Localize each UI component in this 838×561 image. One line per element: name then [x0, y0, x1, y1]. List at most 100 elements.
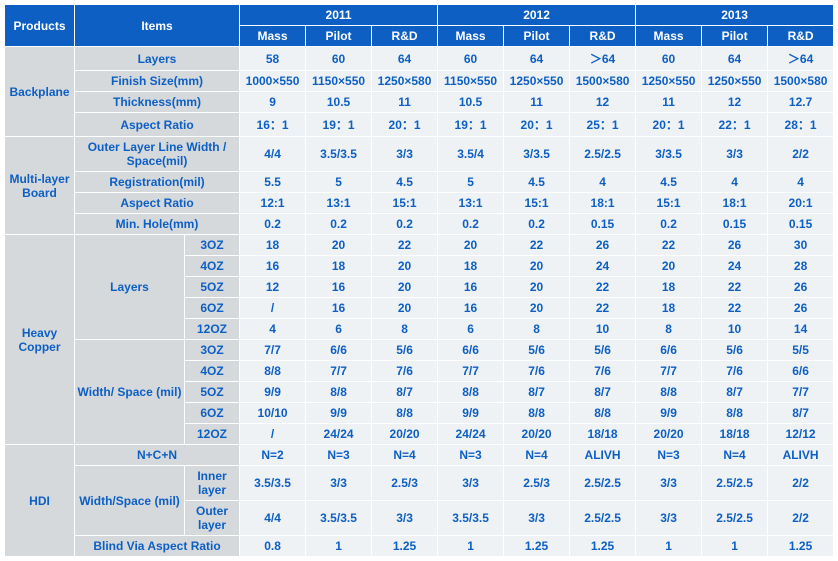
data-cell: 16 [438, 298, 504, 319]
data-cell: 8/7 [372, 382, 438, 403]
data-cell: 19：1 [438, 113, 504, 137]
header-subcol: Pilot [702, 26, 768, 47]
data-cell: 1.25 [768, 536, 834, 557]
data-cell: 5/6 [372, 340, 438, 361]
data-cell: 2.5/2.5 [570, 466, 636, 501]
table-row: Aspect Ratio16：119：120：119：120：125：120：1… [5, 113, 834, 137]
data-cell: 13:1 [438, 193, 504, 214]
data-cell: 60 [306, 47, 372, 71]
data-cell: 2/2 [768, 137, 834, 172]
data-cell: 2/2 [768, 466, 834, 501]
data-cell: 58 [240, 47, 306, 71]
data-cell: 0.8 [240, 536, 306, 557]
data-cell: 12 [702, 92, 768, 113]
data-cell: 4.5 [372, 172, 438, 193]
data-cell: 24 [702, 256, 768, 277]
data-cell: 3/3 [702, 137, 768, 172]
data-cell: 4 [240, 319, 306, 340]
data-cell: 20 [372, 298, 438, 319]
data-cell: 18 [636, 298, 702, 319]
item-label: Layers [75, 47, 240, 71]
spec-table: Products Items 2011 2012 2013 MassPilotR… [4, 4, 834, 557]
data-cell: 2.5/2.5 [702, 501, 768, 536]
data-cell: 7/6 [504, 361, 570, 382]
data-cell: N=4 [504, 445, 570, 466]
data-cell: 8/7 [504, 382, 570, 403]
item-label: Registration(mil) [75, 172, 240, 193]
data-cell: 0.15 [768, 214, 834, 235]
header-subcol: Mass [438, 26, 504, 47]
data-cell: 22 [504, 235, 570, 256]
data-cell: 13:1 [306, 193, 372, 214]
data-cell: 20 [438, 235, 504, 256]
data-cell: 22 [372, 235, 438, 256]
data-cell: 8 [372, 319, 438, 340]
data-cell: 0.15 [570, 214, 636, 235]
data-cell: 18 [438, 256, 504, 277]
data-cell: 16 [438, 277, 504, 298]
data-cell: 7/7 [306, 361, 372, 382]
data-cell: 26 [570, 235, 636, 256]
product-group: HDI [5, 445, 75, 557]
header-subcol: Pilot [504, 26, 570, 47]
data-cell: 20 [504, 256, 570, 277]
data-cell: 20 [504, 298, 570, 319]
data-cell: 7/6 [570, 361, 636, 382]
data-cell: 8/7 [702, 382, 768, 403]
data-cell: 1 [438, 536, 504, 557]
header-year-1: 2012 [438, 5, 636, 26]
data-cell: 20:1 [768, 193, 834, 214]
table-row: Width/Space (mil)Inner layer3.5/3.53/32.… [5, 466, 834, 501]
data-cell: 3/3 [306, 466, 372, 501]
data-cell: 15:1 [372, 193, 438, 214]
data-cell: 7/7 [636, 361, 702, 382]
data-cell: 7/6 [372, 361, 438, 382]
data-cell: 0.2 [306, 214, 372, 235]
data-cell: 24/24 [306, 424, 372, 445]
data-cell: 16 [306, 277, 372, 298]
data-cell: 9/9 [306, 403, 372, 424]
data-cell: 5/5 [768, 340, 834, 361]
item-label: Finish Size(mm) [75, 71, 240, 92]
product-group: Multi-layer Board [5, 137, 75, 235]
data-cell: 7/7 [438, 361, 504, 382]
data-cell: 3/3 [504, 501, 570, 536]
data-cell: 0.15 [702, 214, 768, 235]
item-label: 6OZ [185, 298, 240, 319]
data-cell: 6/6 [636, 340, 702, 361]
data-cell: 3/3 [636, 466, 702, 501]
data-cell: 30 [768, 235, 834, 256]
data-cell: 64 [504, 47, 570, 71]
data-cell: 3/3 [372, 501, 438, 536]
data-cell: 20 [372, 277, 438, 298]
data-cell: 8/8 [438, 382, 504, 403]
data-cell: N=4 [702, 445, 768, 466]
header-year-0: 2011 [240, 5, 438, 26]
header-items: Items [75, 5, 240, 47]
data-cell: 5 [306, 172, 372, 193]
data-cell: 4.5 [636, 172, 702, 193]
data-cell: 5 [438, 172, 504, 193]
data-cell: 3.5/3.5 [240, 466, 306, 501]
data-cell: 3.5/4 [438, 137, 504, 172]
item-label: 4OZ [185, 361, 240, 382]
data-cell: 8/8 [702, 403, 768, 424]
data-cell: 28：1 [768, 113, 834, 137]
data-cell: 8/8 [372, 403, 438, 424]
table-row: Heavy CopperLayers3OZ182022202226222630 [5, 235, 834, 256]
data-cell: 4 [570, 172, 636, 193]
data-cell: 18/18 [702, 424, 768, 445]
data-cell: 5/6 [570, 340, 636, 361]
data-cell: 18:1 [570, 193, 636, 214]
data-cell: N=3 [306, 445, 372, 466]
data-cell: 6/6 [438, 340, 504, 361]
data-cell: 18 [306, 256, 372, 277]
data-cell: 2.5/2.5 [702, 466, 768, 501]
data-cell: 1 [702, 536, 768, 557]
data-cell: N=2 [240, 445, 306, 466]
data-cell: 1150×550 [438, 71, 504, 92]
data-cell: 64 [372, 47, 438, 71]
data-cell: 9/9 [636, 403, 702, 424]
data-cell: 28 [768, 256, 834, 277]
data-cell: 1250×550 [702, 71, 768, 92]
